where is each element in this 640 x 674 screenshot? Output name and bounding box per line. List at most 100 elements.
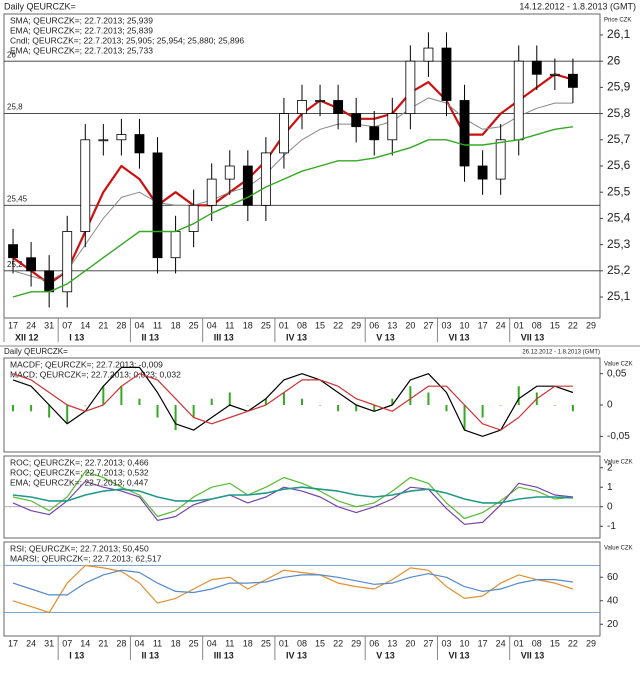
month-label: III 13 [214, 332, 234, 342]
x-tick-label: 11 [225, 638, 234, 648]
x-tick-label: 06 [369, 638, 379, 648]
histogram-bar [481, 405, 484, 418]
histogram-bar [553, 405, 556, 406]
candle-body [387, 113, 398, 141]
histogram-bar [48, 405, 51, 418]
y-axis-label: Value CZK [604, 546, 633, 552]
x-tick-label: 28 [116, 638, 126, 648]
month-label: III 13 [214, 650, 234, 660]
x-tick-label: 11 [153, 638, 162, 648]
y-tick-label: 25,1 [607, 289, 631, 303]
histogram-bar [517, 386, 520, 405]
x-tick-label: 04 [207, 320, 217, 330]
y-tick-label: 25,3 [607, 237, 631, 251]
month-label: XII 12 [15, 332, 39, 342]
x-tick-label: 29 [351, 320, 361, 330]
x-tick-label: 04 [134, 320, 144, 330]
x-tick-label: 29 [586, 638, 596, 648]
panel-frame [3, 541, 601, 637]
reference-label: 25,8 [7, 103, 23, 112]
x-tick-label: 03 [441, 638, 451, 648]
histogram-bar [337, 405, 340, 412]
x-tick-label: 25 [261, 320, 271, 330]
histogram-bar [102, 386, 105, 405]
x-tick-label: 15 [550, 638, 560, 648]
x-tick-label: 29 [586, 320, 596, 330]
x-tick-label: 31 [44, 638, 54, 648]
legend-entry: MARSI; QEURCZK=; 22.7.2013; 62,517 [10, 553, 162, 563]
y-tick-label: 25,9 [607, 80, 631, 94]
y-tick-label: 26 [607, 53, 621, 67]
x-tick-label: 31 [44, 320, 54, 330]
histogram-bar [264, 398, 267, 405]
x-tick-label: 04 [207, 638, 217, 648]
x-tick-label: 14 [80, 320, 90, 330]
histogram-bar [319, 405, 322, 406]
month-label: V 13 [376, 332, 395, 342]
histogram-bar [391, 398, 394, 405]
series-line [12, 97, 573, 282]
month-label: V 13 [376, 650, 395, 660]
x-tick-label: 15 [550, 320, 560, 330]
candle-body [297, 100, 307, 114]
candle-body [26, 257, 37, 272]
x-tick-label: 03 [441, 320, 451, 330]
candle-body [549, 73, 560, 76]
reference-label: 25,45 [7, 194, 28, 203]
x-tick-label: 18 [171, 638, 181, 648]
x-tick-label: 11 [153, 320, 162, 330]
x-tick-label: 01 [279, 638, 289, 648]
histogram-bar [301, 398, 303, 405]
legend-entry: SMA; QEURCZK=; 22.7.2013; 25,939 [10, 15, 153, 25]
y-tick-label: -0,05 [607, 431, 630, 442]
y-tick-label: 0 [607, 501, 613, 512]
histogram-bar [84, 405, 87, 406]
y-tick-label: 26,1 [607, 27, 631, 41]
x-tick-label: 27 [423, 638, 433, 648]
month-label: IV 13 [286, 650, 307, 660]
legend-entry: EMA; QEURCZK=; 22.7.2013; 0,447 [10, 477, 148, 487]
candle-body [423, 47, 434, 62]
y-tick-label: 25,2 [607, 263, 631, 277]
y-tick-label: 25,6 [607, 158, 631, 172]
histogram-bar [228, 392, 231, 405]
x-tick-label: 14 [80, 638, 90, 648]
x-tick-label: 27 [423, 320, 433, 330]
x-tick-label: 10 [460, 320, 470, 330]
y-tick-label: 25,8 [607, 106, 631, 120]
series-line [12, 480, 573, 525]
x-tick-label: 24 [26, 638, 36, 648]
x-tick-label: 25 [189, 638, 199, 648]
x-tick-label: 18 [171, 320, 181, 330]
legend-entry: EMA; QEURCZK=; 22.7.2013; 25,733 [10, 45, 153, 55]
x-tick-label: 15 [315, 638, 325, 648]
x-tick-label: 28 [116, 320, 126, 330]
x-tick-label: 08 [297, 320, 307, 330]
reference-label: 26 [7, 50, 16, 59]
month-label: VII 13 [521, 332, 545, 342]
legend-entry: MACD; QEURCZK=; 22.7.2013; 0,023; 0,032 [10, 369, 181, 379]
month-label: VI 13 [448, 650, 469, 660]
x-tick-label: 29 [351, 638, 361, 648]
y-tick-label: 0,05 [607, 368, 627, 379]
month-label: II 13 [141, 650, 159, 660]
candle-body [242, 165, 253, 206]
x-tick-label: 21 [98, 320, 108, 330]
y-axis-label: Price CZK [604, 18, 631, 24]
x-tick-label: 22 [333, 638, 343, 648]
x-tick-label: 07 [62, 638, 72, 648]
month-label: VI 13 [448, 332, 469, 342]
legend-entry: RSI; QEURCZK=; 22.7.2013; 50,450 [10, 543, 149, 553]
candle-body [333, 100, 344, 114]
series-line [12, 373, 573, 431]
x-tick-label: 08 [532, 320, 542, 330]
y-tick-label: 20 [607, 619, 619, 630]
x-tick-label: 20 [405, 320, 415, 330]
candle-body [279, 113, 289, 154]
x-tick-label: 17 [8, 638, 18, 648]
histogram-bar [210, 398, 213, 405]
candle-body [80, 139, 91, 232]
histogram-bar [246, 405, 249, 406]
candle-body [405, 60, 416, 114]
